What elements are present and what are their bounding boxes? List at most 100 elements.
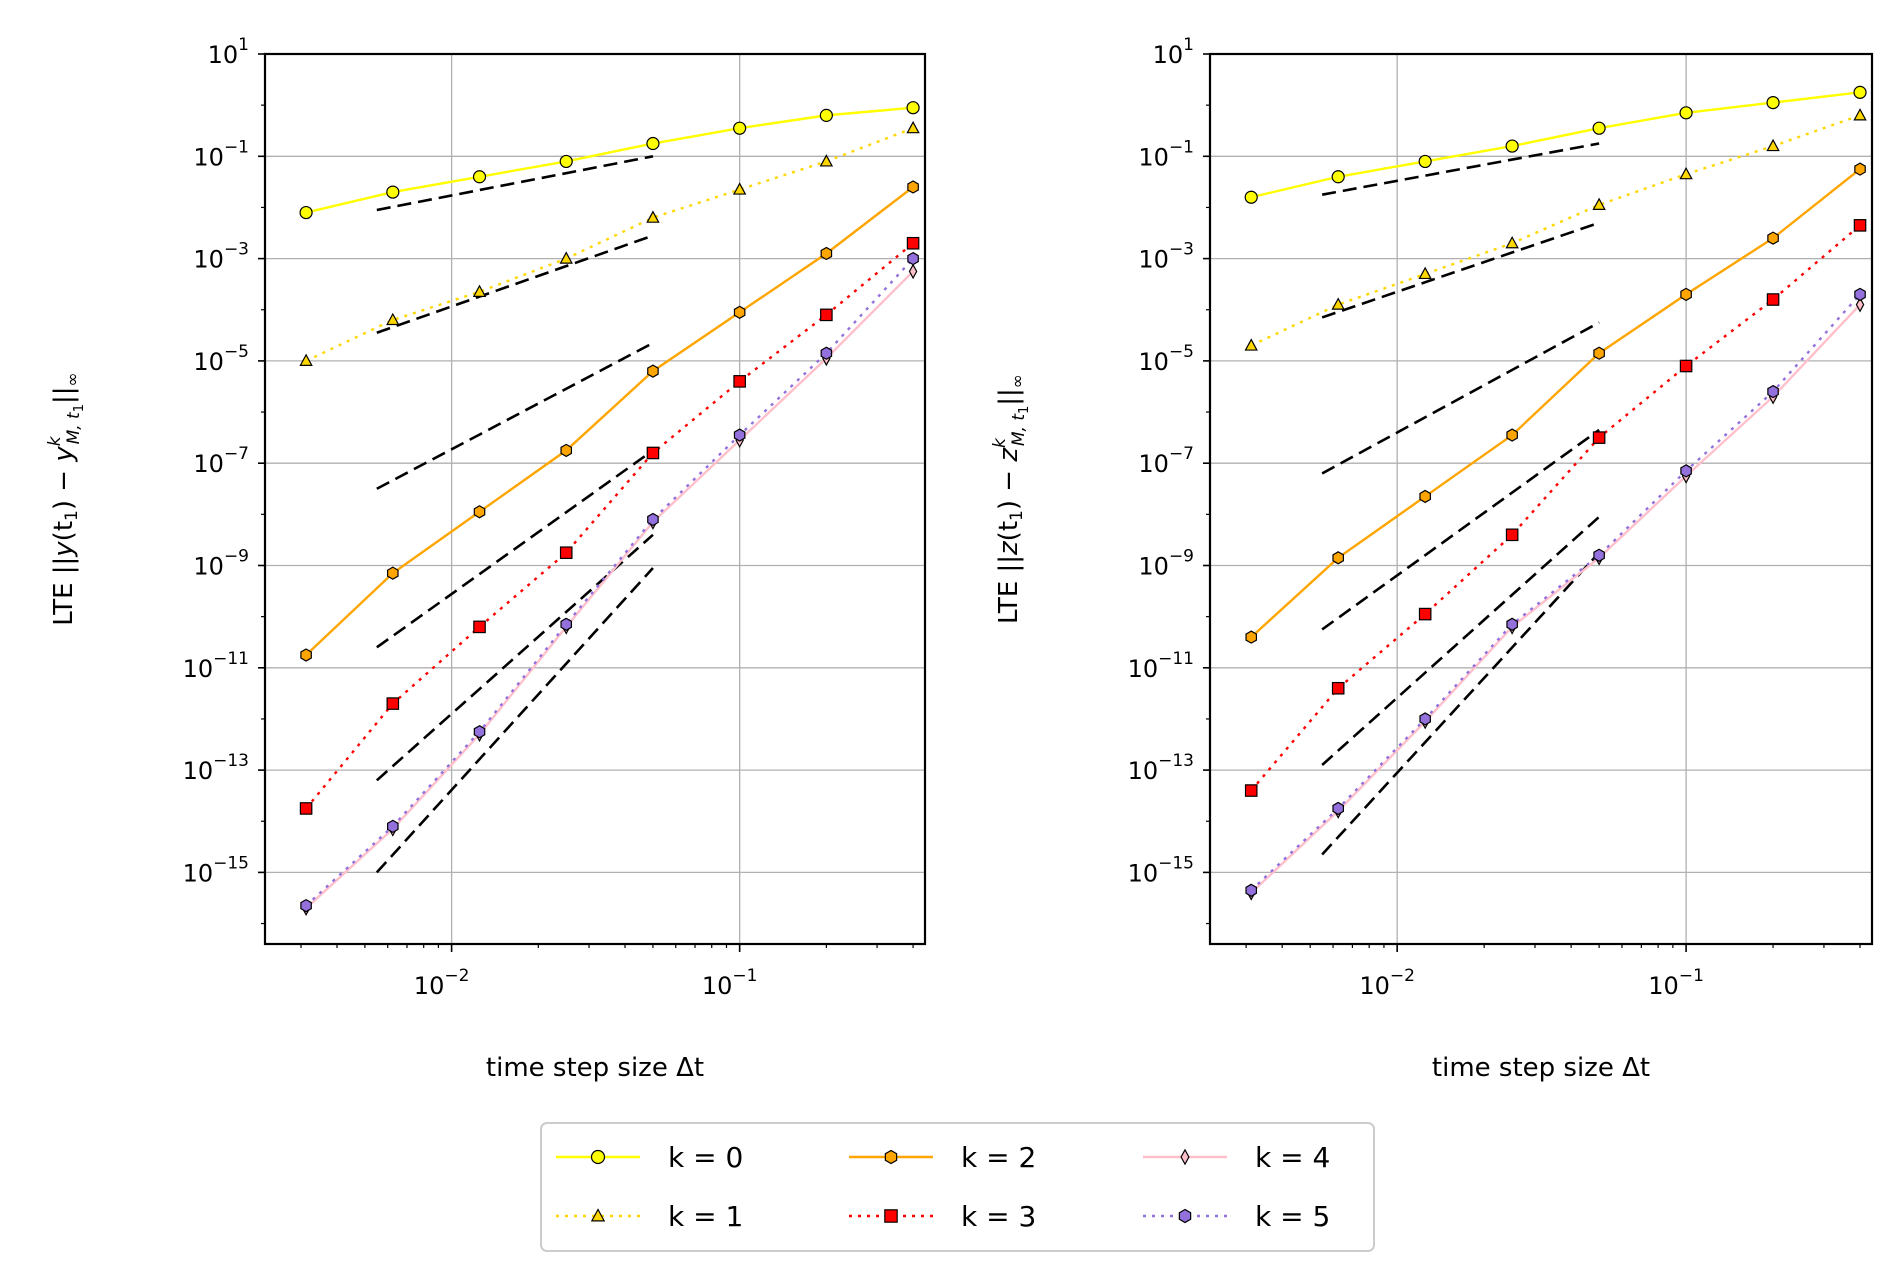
legend-item-k1: k = 1: [556, 1200, 743, 1233]
axes-frame: [263, 52, 927, 946]
point-k5: [1680, 464, 1692, 478]
y-tick-label: 10−13: [183, 751, 249, 785]
point-k0: [1592, 121, 1606, 135]
y-tick-label: 10−3: [1138, 240, 1194, 274]
legend-label: k = 5: [1255, 1200, 1330, 1233]
legend-label: k = 0: [668, 1141, 743, 1174]
point-k0: [1331, 170, 1345, 184]
y-tick-label: 10−9: [1138, 546, 1194, 580]
point-k2: [1680, 287, 1692, 302]
point-k0: [906, 101, 920, 115]
point-k3: [1679, 359, 1693, 373]
y-tick-label: 10−13: [1128, 751, 1194, 785]
point-k4: [1855, 296, 1865, 313]
point-k5: [1593, 548, 1605, 562]
point-k3: [1592, 431, 1606, 444]
point-k2: [907, 180, 919, 194]
y-tick-label: 10−5: [1138, 342, 1194, 376]
point-k5: [907, 251, 919, 266]
point-k3: [1244, 784, 1258, 797]
y-tick-label: 10−15: [1128, 853, 1194, 887]
point-k0: [472, 170, 487, 184]
point-k0: [559, 154, 573, 169]
legend-label: k = 2: [961, 1141, 1036, 1174]
point-k1: [1679, 166, 1693, 180]
legend: k = 0 k = 1 k = 2 k = 3 k = 4 k = 5: [540, 1122, 1375, 1252]
point-k2: [387, 566, 399, 580]
y-axis-label: LTE ||y(t1) − ykM, t1||∞: [45, 372, 87, 625]
point-k0: [646, 136, 660, 151]
legend-item-k4: k = 4: [1143, 1141, 1330, 1174]
reference-line-order-1: [376, 155, 654, 212]
reference-line-order-2: [376, 234, 654, 334]
legend-marker: [590, 1208, 606, 1222]
legend-marker: [1180, 1148, 1190, 1166]
series-line-k4: [1250, 303, 1861, 894]
point-k4: [908, 263, 918, 280]
point-k1: [386, 312, 400, 326]
legend-label: k = 1: [668, 1200, 743, 1233]
series-line-k4: [305, 270, 914, 910]
point-k3: [299, 802, 313, 815]
point-k2: [1506, 428, 1518, 442]
series-line-k1: [305, 127, 914, 362]
point-k3: [559, 546, 573, 560]
x-ticks: 10−2 10−1: [1245, 944, 1861, 1000]
series-line-k3: [305, 242, 914, 810]
x-tick-label: 10−2: [414, 966, 470, 1000]
legend-item-k2: k = 2: [849, 1141, 1036, 1174]
point-k0: [1505, 139, 1519, 153]
point-k1: [1331, 297, 1345, 310]
point-k2: [1767, 231, 1779, 245]
point-k3: [473, 620, 486, 634]
axes-frame: [1208, 52, 1874, 946]
point-k5: [1506, 617, 1518, 632]
markers: [299, 101, 920, 917]
point-k5: [820, 346, 833, 360]
point-k1: [299, 353, 313, 366]
x-ticks: 10−2 10−1: [300, 944, 914, 1000]
reference-lines: [375, 155, 654, 874]
reference-line-order-3: [376, 341, 654, 490]
y-tick-label: 10−1: [1138, 137, 1194, 171]
legend-box: [540, 1122, 1375, 1252]
point-k1: [1766, 138, 1780, 152]
point-k3: [906, 236, 920, 250]
point-k5: [1332, 801, 1344, 816]
legend-item-k3: k = 3: [849, 1200, 1036, 1233]
reference-line-order-1: [1321, 142, 1600, 196]
point-k0: [1244, 190, 1258, 204]
reference-line-order-6: [1321, 551, 1601, 856]
point-k3: [1418, 607, 1432, 621]
point-k3: [1853, 219, 1867, 232]
x-tick-label: 10−2: [1359, 966, 1415, 1000]
point-k3: [386, 697, 400, 710]
legend-marker: [884, 1209, 898, 1223]
point-k2: [300, 648, 312, 662]
legend-marker: [884, 1149, 898, 1165]
series-line-k5: [305, 257, 914, 907]
x-axis-label: time step size Δt: [486, 1053, 704, 1083]
reference-line-order-5: [375, 533, 654, 782]
point-k0: [299, 205, 313, 220]
point-k2: [647, 364, 659, 378]
point-k1: [1505, 235, 1519, 249]
x-tick-label: 10−1: [702, 966, 758, 1000]
x-tick-label: 10−1: [1648, 966, 1704, 1000]
point-k0: [1766, 95, 1780, 110]
left-panel: 10110−110−310−510−710−910−1110−1310−1510…: [45, 35, 927, 1083]
point-k3: [1505, 528, 1519, 542]
point-k1: [472, 284, 487, 297]
point-k5: [1767, 384, 1779, 399]
markers: [1244, 85, 1867, 901]
series-line-k2: [1250, 168, 1861, 638]
point-k2: [1245, 630, 1258, 644]
point-k1: [1853, 108, 1867, 121]
point-k3: [733, 375, 746, 388]
point-k0: [733, 121, 747, 135]
point-k3: [1766, 293, 1780, 306]
y-tick-label: 10−11: [183, 649, 249, 683]
legend-label: k = 3: [961, 1200, 1036, 1233]
